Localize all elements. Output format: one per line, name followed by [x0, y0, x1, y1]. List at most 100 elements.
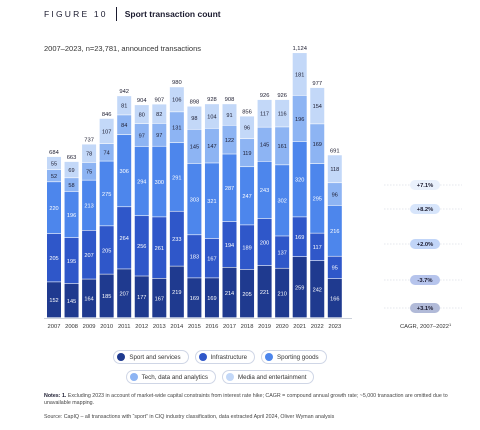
segment-label: 205: [242, 292, 251, 298]
bar-segment: [152, 123, 167, 146]
bar-segment: [82, 279, 97, 318]
segment-label: 52: [51, 174, 57, 180]
segment-label: 242: [313, 288, 322, 294]
bar-segment: [169, 266, 184, 318]
bar-segment: [152, 278, 167, 318]
bar-segment: [257, 161, 272, 219]
segment-label: 164: [84, 297, 93, 303]
segment-label: 220: [49, 206, 58, 212]
segment-label: 291: [172, 175, 181, 181]
bar-segment: [222, 221, 237, 268]
x-tick-label: 2023: [328, 324, 341, 330]
bar-segment: [117, 269, 132, 318]
segment-label: 81: [121, 104, 127, 110]
bar-segment: [152, 104, 167, 124]
cagr-value: -3.7%: [417, 278, 432, 284]
bar-segment: [187, 278, 202, 318]
bar-segment: [187, 129, 202, 164]
stacked-bar-chart: 1522052205255684200714519519658696632008…: [44, 46, 462, 330]
segment-label: 294: [137, 179, 146, 185]
legend-item: Tech, data and analytics: [125, 370, 216, 384]
legend-label: Tech, data and analytics: [141, 373, 208, 381]
legend-swatch: [198, 353, 207, 361]
bar-segment: [310, 163, 325, 233]
segment-label: 243: [260, 188, 269, 194]
bar-segment: [275, 127, 290, 165]
segment-label: 194: [225, 243, 234, 249]
segment-label: 181: [295, 72, 304, 78]
bar-segment: [204, 163, 219, 239]
bar-segment: [204, 238, 219, 278]
segment-label: 303: [190, 197, 199, 203]
bar-segment: [187, 163, 202, 235]
segment-label: 98: [191, 116, 197, 122]
legend-item: Sport and services: [113, 350, 189, 364]
cagr-value: +3.1%: [417, 306, 434, 312]
x-tick-label: 2010: [100, 324, 113, 330]
bar-segment: [169, 87, 184, 112]
notes-text: Excluding 2023 in account of market-wide…: [44, 393, 448, 406]
x-tick-label: 2018: [241, 324, 254, 330]
segment-label: 119: [243, 151, 252, 157]
cagr-pill: [410, 180, 440, 190]
bar-segment: [204, 278, 219, 318]
segment-label: 200: [260, 240, 269, 246]
segment-label: 207: [84, 253, 93, 259]
segment-label: 306: [120, 169, 129, 175]
bar-segment: [327, 155, 342, 183]
segment-label: 117: [260, 112, 269, 118]
bar-segment: [292, 217, 307, 257]
segment-label: 233: [172, 237, 181, 243]
segment-label: 169: [190, 296, 199, 302]
total-label: 691: [330, 148, 340, 154]
bar-segment: [222, 125, 237, 154]
bar-segment: [134, 216, 149, 276]
chart-notes: Notes: 1. Excluding 2023 in account of m…: [44, 393, 464, 407]
total-label: 908: [225, 97, 235, 103]
bar-segment: [240, 116, 255, 139]
bar-segment: [64, 161, 79, 178]
segment-label: 96: [244, 126, 250, 132]
segment-label: 152: [49, 298, 58, 304]
segment-label: 216: [330, 229, 339, 235]
segment-label: 131: [172, 126, 181, 132]
segment-label: 196: [295, 117, 304, 123]
legend-label: Sporting goods: [277, 353, 319, 361]
bar-segment: [152, 217, 167, 279]
segment-label: 161: [277, 144, 286, 150]
segment-label: 80: [139, 113, 145, 119]
segment-label: 82: [156, 112, 162, 118]
bar-segment: [117, 115, 132, 135]
bar-segment: [47, 156, 61, 170]
bar-segment: [222, 104, 237, 125]
bar-segment: [47, 233, 61, 282]
chart-subtitle: 2007–2023, n=23,781, announced transacti…: [44, 44, 202, 53]
cagr-value: +2.0%: [417, 242, 434, 248]
bar-segment: [204, 104, 219, 129]
segment-label: 256: [137, 244, 146, 250]
bar-segment: [64, 283, 79, 318]
segment-label: 247: [242, 194, 251, 200]
x-tick-label: 2009: [83, 324, 96, 330]
bar-segment: [292, 141, 307, 217]
x-tick-label: 2020: [276, 324, 289, 330]
segment-label: 195: [67, 259, 76, 265]
bar-segment: [292, 53, 307, 96]
legend-item: Media and entertainment: [221, 370, 315, 384]
bar-segment: [257, 218, 272, 266]
segment-label: 58: [68, 183, 74, 189]
legend-label: Sport and services: [129, 353, 181, 361]
bar-segment: [99, 143, 114, 161]
legend-swatch: [117, 353, 126, 361]
cagr-pill: [410, 204, 440, 214]
total-label: 977: [312, 81, 322, 87]
bar-segment: [99, 274, 114, 318]
x-tick-label: 2021: [293, 324, 306, 330]
cagr-pill: [410, 275, 440, 285]
x-tick-label: 2011: [118, 324, 130, 330]
segment-label: 97: [139, 133, 145, 139]
bar-segment: [64, 237, 79, 284]
segment-label: 183: [190, 255, 199, 261]
bar-segment: [82, 180, 97, 231]
legend-label: Media and entertainment: [237, 373, 307, 381]
